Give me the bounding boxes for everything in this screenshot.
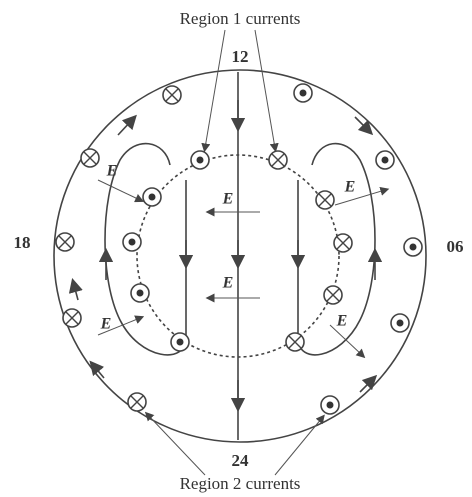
symbol-dot <box>396 319 404 327</box>
current-out <box>130 283 150 303</box>
symbol-cross <box>288 335 302 349</box>
arrow <box>354 116 374 136</box>
region1-label: Region 1 currents <box>180 9 301 28</box>
field-label: E <box>222 191 234 208</box>
symbol-cross <box>130 395 144 409</box>
e-arrow <box>334 186 390 206</box>
symbol-cross <box>326 288 340 302</box>
current-in <box>268 150 288 170</box>
symbol-cross <box>83 151 97 165</box>
symbol-dot <box>148 193 156 201</box>
symbol-cross <box>271 153 285 167</box>
arrow <box>68 278 83 301</box>
current-out <box>170 332 190 352</box>
current-in <box>55 232 75 252</box>
symbol-cross <box>65 311 79 325</box>
outer-circle <box>53 69 427 443</box>
arrow <box>89 360 105 379</box>
label-12: 12 <box>232 47 249 66</box>
e-arrow <box>97 315 145 336</box>
current-out <box>390 313 410 333</box>
current-out <box>403 237 423 257</box>
symbol-cross <box>58 235 72 249</box>
pointer <box>274 414 325 476</box>
field-label: E <box>100 316 112 333</box>
field-label: E <box>106 163 118 180</box>
current-symbols <box>55 83 423 415</box>
current-in <box>315 190 335 210</box>
symbol-dot <box>409 243 417 251</box>
symbol-dot <box>196 156 204 164</box>
symbol-dot <box>381 156 389 164</box>
region2-label: Region 2 currents <box>180 474 301 493</box>
current-in <box>127 392 147 412</box>
symbol-cross <box>318 193 332 207</box>
e-arrow <box>329 324 366 359</box>
current-in <box>162 85 182 105</box>
current-in <box>285 332 305 352</box>
symbol-dot <box>299 89 307 97</box>
current-out <box>375 150 395 170</box>
current-out <box>293 83 313 103</box>
symbol-dot <box>326 401 334 409</box>
label-24: 24 <box>232 451 250 470</box>
field-label: E <box>344 179 356 196</box>
label-06: 06 <box>447 237 464 256</box>
pointer <box>144 411 206 476</box>
current-in <box>333 233 353 253</box>
symbol-cross <box>336 236 350 250</box>
current-out <box>190 150 210 170</box>
arrow <box>117 114 137 136</box>
field-label: E <box>222 275 234 292</box>
arrow <box>359 374 378 393</box>
e-arrow <box>97 179 145 203</box>
field-label: E <box>336 313 348 330</box>
current-out <box>142 187 162 207</box>
symbol-dot <box>176 338 184 346</box>
symbol-dot <box>136 289 144 297</box>
pointer <box>201 29 226 153</box>
symbol-cross <box>165 88 179 102</box>
field-labels: E E E E E E <box>100 163 356 333</box>
symbol-dot <box>128 238 136 246</box>
current-in <box>323 285 343 305</box>
pointer <box>254 29 279 153</box>
current-in <box>62 308 82 328</box>
current-in <box>80 148 100 168</box>
label-18: 18 <box>14 233 31 252</box>
current-out <box>122 232 142 252</box>
current-out <box>320 395 340 415</box>
